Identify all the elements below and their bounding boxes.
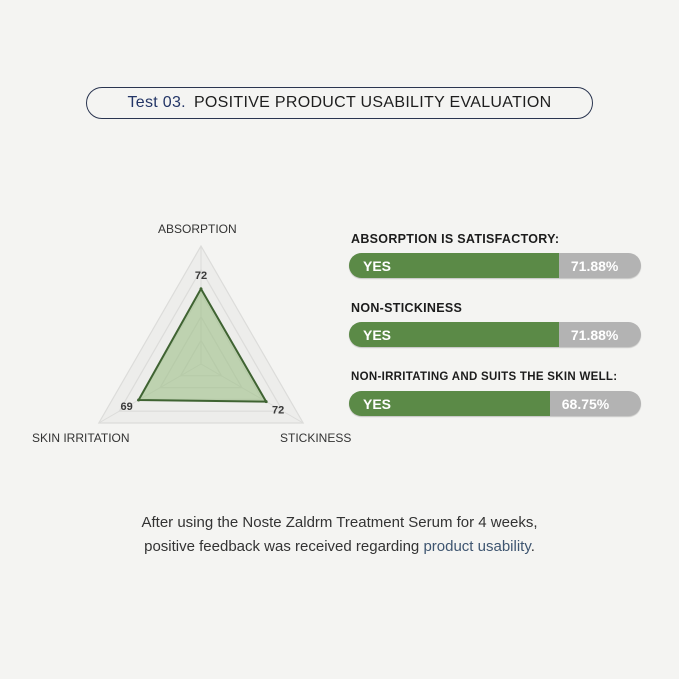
footer-text: positive feedback was received regarding (144, 538, 424, 555)
question-3: NON-IRRITATING AND SUITS THE SKIN WELL: (351, 371, 618, 383)
bar-percent: 71.88% (570, 327, 619, 343)
bar-percent: 68.75% (561, 396, 610, 412)
axis-label-skin-irritation: SKIN IRRITATION (32, 431, 130, 445)
footer-period: . (530, 538, 535, 555)
radar-value-label: 72 (195, 270, 207, 282)
bar-answer: YES (363, 327, 392, 343)
bar-answer: YES (363, 258, 392, 274)
radar-point (199, 287, 203, 291)
axis-label-stickiness: STICKINESS (280, 431, 352, 445)
test-number: Test 03. (127, 94, 186, 111)
axis-label-absorption: ABSORPTION (158, 222, 237, 236)
page-title: POSITIVE PRODUCT USABILITY EVALUATION (193, 94, 552, 111)
bar-answer: YES (363, 396, 392, 412)
result-bar-3: YES 68.75% (349, 391, 641, 416)
bar-fill (349, 391, 550, 416)
question-2: NON-STICKINESS (351, 301, 463, 315)
radar-grid-ring (118, 268, 284, 412)
result-bar-2: YES 71.88% (349, 322, 641, 347)
bar-percent: 71.88% (570, 258, 619, 274)
radar-point (137, 398, 141, 402)
radar-point (264, 400, 268, 404)
footer-line-2: positive feedback was received regarding… (0, 538, 679, 555)
footer-line-1: After using the Noste Zaldrm Treatment S… (141, 514, 538, 531)
radar-value-label: 69 (120, 401, 132, 413)
radar-value-label: 72 (272, 405, 284, 417)
bar-fill (349, 322, 559, 347)
bar-fill (349, 253, 559, 278)
radar-data-area (136, 286, 268, 403)
title-pill: Test 03. POSITIVE PRODUCT USABILITY EVAL… (86, 87, 593, 119)
result-bar-1: YES 71.88% (349, 253, 641, 278)
footer-highlight: product usability (423, 538, 531, 555)
question-1: ABSORPTION IS SATISFACTORY: (351, 232, 560, 246)
